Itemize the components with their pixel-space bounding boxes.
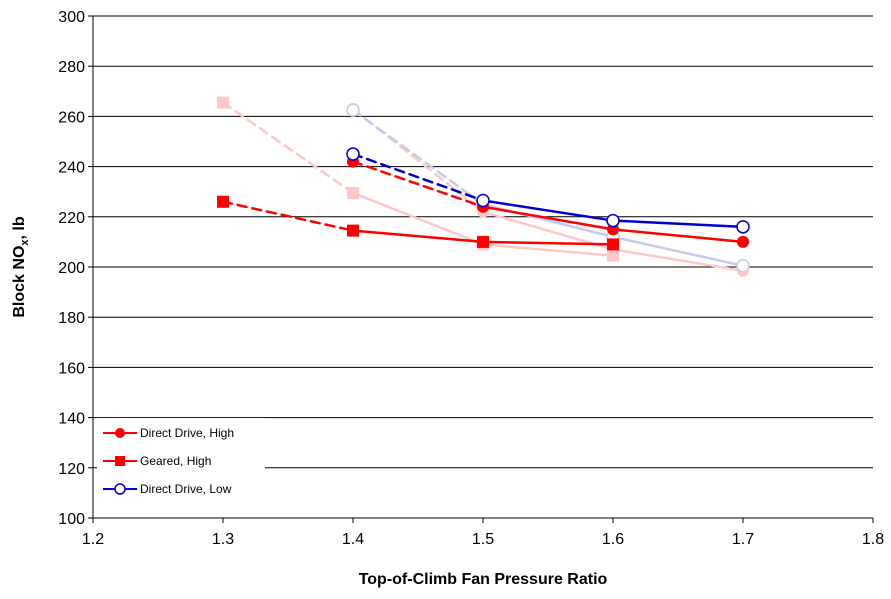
x-tick-labels: 1.2 1.3 1.4 1.5 1.6 1.7 1.8 (82, 531, 884, 548)
y-tick-label: 100 (58, 511, 85, 528)
legend: Direct Drive, High Geared, High Direct D… (97, 418, 265, 502)
y-axis-title-main: Block NO (11, 246, 28, 318)
x-tick-label: 1.4 (342, 531, 364, 548)
data-point-circle (737, 235, 749, 248)
series-solid-segment (481, 240, 615, 246)
x-tick-label: 1.7 (732, 531, 754, 548)
data-point-square (217, 96, 229, 109)
series-solid-segment (481, 205, 615, 231)
series-solid-segment (611, 228, 745, 244)
data-point-square (347, 224, 359, 237)
series-group (347, 155, 749, 248)
data-point-open-circle (346, 103, 360, 117)
y-axis-title-suffix: , lb (11, 216, 28, 239)
series-solid-segment (481, 199, 615, 222)
series-solid-segment (611, 248, 745, 273)
x-axis-title: Top-of-Climb Fan Pressure Ratio (359, 571, 608, 588)
series-group (217, 195, 619, 251)
series (217, 147, 750, 251)
x-tick-label: 1.3 (212, 531, 234, 548)
axes (88, 15, 874, 523)
series-dashed-segment (221, 101, 355, 195)
y-tick-label: 260 (58, 109, 85, 126)
legend-item-direct-drive-high: Direct Drive, High (103, 426, 234, 440)
legend-label: Geared, High (140, 454, 211, 468)
series-group (346, 147, 750, 234)
legend-open-circle-marker (114, 483, 126, 495)
series-dashed-segment (351, 107, 485, 214)
series-dashed-segment (221, 200, 355, 232)
y-tick-label: 200 (58, 260, 85, 277)
y-tick-label: 140 (58, 411, 85, 428)
x-tick-label: 1.8 (862, 531, 884, 548)
data-point-open-circle (346, 147, 360, 161)
series-solid-segment (611, 219, 745, 229)
y-tick-labels: 100 120 140 160 180 200 220 240 260 280 300 (58, 9, 85, 528)
series-solid-segment (351, 191, 485, 246)
data-point-square (607, 238, 619, 251)
data-point-square (607, 249, 619, 262)
y-tick-label: 240 (58, 160, 85, 177)
legend-square-marker (115, 456, 125, 466)
y-tick-label: 220 (58, 210, 85, 227)
series-solid-segment (351, 229, 485, 244)
series-dashed-segment (351, 160, 485, 209)
data-point-open-circle (736, 258, 750, 273)
y-tick-label: 180 (58, 310, 85, 327)
series-dashed-segment (351, 152, 485, 202)
x-tick-label: 1.2 (82, 531, 104, 548)
y-tick-label: 120 (58, 461, 85, 478)
legend-circle-marker (115, 428, 125, 438)
data-point-square (217, 195, 229, 208)
series-dashed-segment (351, 108, 485, 206)
data-point-square (477, 235, 489, 248)
series-solid-segment (481, 243, 615, 257)
data-point-square (347, 186, 359, 199)
legend-item-direct-drive-low: Direct Drive, Low (103, 482, 232, 496)
legend-label: Direct Drive, Low (140, 482, 232, 496)
legend-label: Direct Drive, High (140, 426, 234, 440)
y-axis-title: Block NOx, lb (11, 216, 31, 317)
series-solid-segment (611, 235, 745, 267)
y-axis-title-subscript: x (19, 239, 31, 246)
series-group (346, 103, 750, 273)
x-tick-label: 1.6 (602, 531, 624, 548)
y-tick-label: 160 (58, 360, 85, 377)
x-tick-label: 1.5 (472, 531, 494, 548)
data-point-open-circle (476, 193, 490, 208)
data-point-open-circle (606, 213, 620, 228)
y-tick-label: 300 (58, 9, 85, 26)
faded-series (217, 96, 750, 277)
y-tick-label: 280 (58, 59, 85, 76)
data-point-open-circle (736, 220, 750, 234)
legend-item-geared-high: Geared, High (103, 454, 211, 468)
